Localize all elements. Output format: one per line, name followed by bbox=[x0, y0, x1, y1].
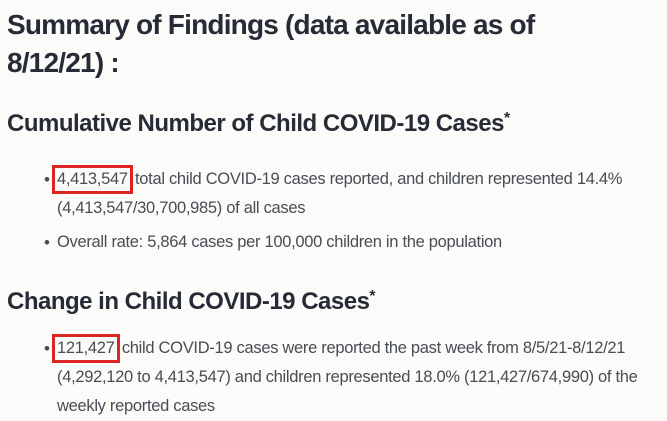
bullet-list-change: 121,427 child COVID-19 cases were report… bbox=[7, 334, 667, 421]
page-title-line-1: Summary of Findings (data available as o… bbox=[7, 9, 535, 40]
list-item-overall-rate: Overall rate: 5,864 cases per 100,000 ch… bbox=[7, 228, 659, 257]
highlight-box-weekly-cases: 121,427 bbox=[52, 334, 120, 363]
footnote-asterisk: * bbox=[503, 110, 511, 127]
section-heading-change-in-cases: Change in Child COVID-19 Cases* bbox=[7, 282, 667, 317]
section-heading-text: Change in Child COVID-19 Cases bbox=[7, 288, 370, 315]
footnote-asterisk: * bbox=[369, 288, 376, 305]
section-heading-cumulative-cases: Cumulative Number of Child COVID-19 Case… bbox=[7, 104, 667, 139]
list-item-rest-text: child COVID-19 cases were reported the p… bbox=[57, 339, 638, 415]
list-item-rest-text: total child COVID-19 cases reported, and… bbox=[57, 170, 623, 217]
list-item-text: 4,413,547 total child COVID-19 cases rep… bbox=[52, 165, 657, 223]
list-item-text: 121,427 child COVID-19 cases were report… bbox=[52, 334, 657, 421]
section-heading-text: Cumulative Number of Child COVID-19 Case… bbox=[7, 110, 504, 137]
page-title: Summary of Findings (data available as o… bbox=[7, 6, 667, 82]
document: Summary of Findings (data available as o… bbox=[7, 6, 667, 421]
list-item-weekly-cases: 121,427 child COVID-19 cases were report… bbox=[7, 334, 659, 421]
highlight-box-total-cases: 4,413,547 bbox=[52, 165, 133, 194]
page-title-line-2: 8/12/21) : bbox=[7, 47, 120, 78]
bullet-list-cumulative: 4,413,547 total child COVID-19 cases rep… bbox=[7, 165, 667, 257]
list-item-text: Overall rate: 5,864 cases per 100,000 ch… bbox=[57, 233, 502, 251]
list-item-total-cases: 4,413,547 total child COVID-19 cases rep… bbox=[7, 165, 659, 223]
